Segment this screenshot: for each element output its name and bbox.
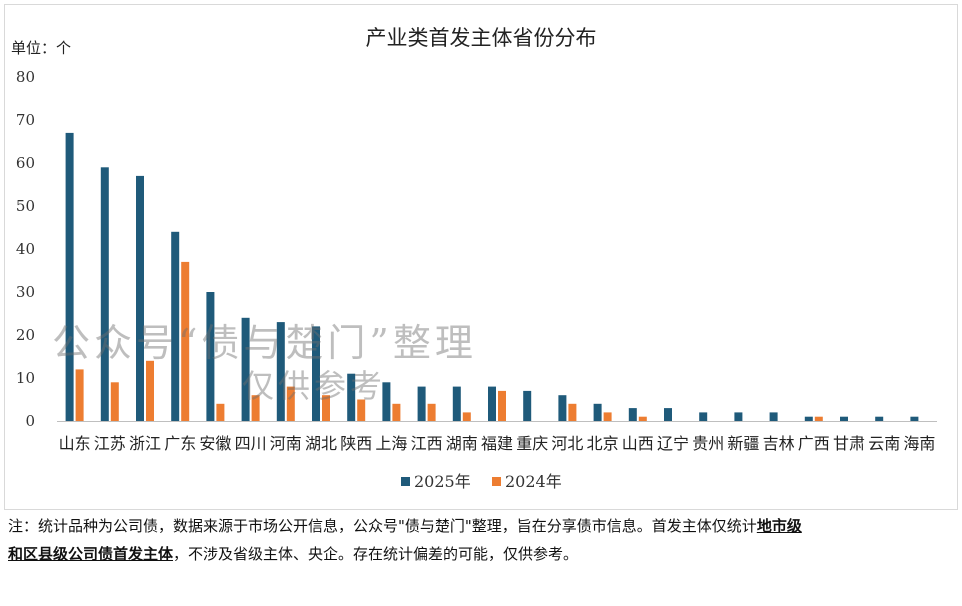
- bar-series1-山东: [65, 132, 74, 421]
- bar-series1-江西: [417, 386, 426, 421]
- bar-series1-贵州: [699, 412, 708, 421]
- bar-series1-湖北: [312, 326, 320, 421]
- bar-series1-广西: [804, 416, 813, 421]
- y-tick-label: 60: [16, 154, 35, 172]
- x-tick-label: 辽宁: [657, 434, 689, 453]
- y-tick-label: 80: [16, 68, 35, 86]
- x-tick-label: 山西: [622, 434, 654, 453]
- x-tick-label: 上海: [375, 434, 407, 453]
- bar-series1-辽宁: [664, 408, 672, 421]
- footnote-text-2: ，不涉及省级主体、央企。存在统计偏差的可能，仅供参考。: [173, 545, 579, 563]
- x-axis-labels: 山东 江苏 浙江 广东 安徽 四川 河南 湖北 陕西 上海 江西 湖南 福建 重庆 河北 北京 山西 辽宁 贵州 新疆…: [59, 434, 936, 453]
- x-tick-label: 湖南: [446, 434, 478, 453]
- footnote-text-1: 注：统计品种为公司债，数据来源于市场公开信息，公众号"债与楚门"整理，旨在分享债…: [8, 517, 757, 535]
- bar-series2-北京: [603, 412, 612, 421]
- bar-series1-吉林: [769, 412, 778, 421]
- bar-series1-陕西: [347, 373, 356, 421]
- footnote: 注：统计品种为公司债，数据来源于市场公开信息，公众号"债与楚门"整理，旨在分享债…: [8, 512, 808, 568]
- y-tick-label: 30: [16, 283, 35, 301]
- y-tick-label: 70: [16, 111, 35, 129]
- legend-label-2: 2024年: [505, 472, 562, 491]
- x-tick-label: 陕西: [340, 434, 372, 453]
- bar-series1-湖南: [452, 386, 461, 421]
- bar-series2-浙江: [146, 360, 154, 421]
- x-tick-label: 四川: [235, 434, 267, 453]
- bar-series2-上海: [392, 403, 401, 421]
- bar-series2-河南: [286, 386, 295, 421]
- bar-series1-四川: [241, 317, 250, 421]
- footnote-highlight: 地市级和区县级公司债首发主体: [8, 517, 802, 563]
- bar-series2-江西: [427, 403, 436, 421]
- bar-series2-广东: [181, 261, 190, 421]
- bar-series1-河南: [276, 322, 285, 421]
- bar-series2-广西: [814, 416, 823, 421]
- bars-group: [65, 132, 919, 421]
- bar-series1-北京: [593, 403, 602, 421]
- bar-series1-江苏: [100, 167, 109, 421]
- x-tick-label: 新疆: [727, 434, 759, 453]
- bar-series1-新疆: [734, 412, 743, 421]
- bar-series1-浙江: [136, 175, 144, 421]
- bar-series1-山西: [628, 408, 637, 421]
- x-tick-label: 安徽: [199, 434, 231, 453]
- x-tick-label: 江西: [411, 434, 443, 453]
- y-tick-label: 0: [25, 412, 35, 430]
- bar-series1-安徽: [206, 292, 215, 421]
- bar-series1-广东: [171, 231, 180, 421]
- x-tick-label: 贵州: [692, 434, 724, 453]
- x-tick-label: 江苏: [94, 434, 126, 453]
- x-tick-label: 福建: [481, 434, 513, 453]
- legend: 2025年 2024年: [401, 472, 562, 491]
- x-tick-label: 浙江: [129, 434, 161, 453]
- legend-swatch-2: [492, 477, 501, 486]
- legend-label-1: 2025年: [414, 472, 471, 491]
- bar-series1-重庆: [523, 390, 532, 421]
- x-tick-label: 甘肃: [833, 434, 865, 453]
- x-tick-label: 广东: [164, 434, 196, 453]
- bar-chart: 产业类首发主体省份分布 单位：个 0 10 20 30 40 50 60 70 80 山东 江苏浙…: [11, 26, 937, 491]
- x-tick-label: 河北: [551, 434, 583, 453]
- x-tick-label: 河南: [270, 434, 302, 453]
- bar-series2-河北: [568, 403, 577, 421]
- y-tick-label: 40: [16, 240, 35, 258]
- bar-series2-四川: [251, 395, 260, 421]
- y-axis-ticks: 0 10 20 30 40 50 60 70 80: [16, 68, 35, 430]
- bar-series1-云南: [875, 416, 884, 421]
- y-tick-label: 20: [16, 326, 35, 344]
- legend-swatch-1: [401, 477, 410, 486]
- y-tick-label: 10: [16, 369, 35, 387]
- x-tick-label: 广西: [798, 434, 830, 453]
- bar-series2-江苏: [110, 382, 119, 421]
- x-tick-label: 北京: [587, 434, 619, 453]
- x-tick-label: 海南: [903, 434, 935, 453]
- x-tick-label: 山东: [59, 434, 91, 453]
- x-tick-label: 湖北: [305, 434, 337, 453]
- unit-label: 单位：个: [11, 39, 71, 57]
- chart-frame: 产业类首发主体省份分布 单位：个 0 10 20 30 40 50 60 70 80 山东 江苏浙…: [4, 4, 958, 510]
- bar-series2-山东: [75, 369, 84, 421]
- bar-series1-河北: [558, 395, 567, 421]
- y-tick-label: 50: [16, 197, 35, 215]
- bar-series2-福建: [498, 390, 506, 421]
- bar-series1-福建: [488, 386, 496, 421]
- bar-series2-湖北: [322, 395, 330, 421]
- bar-series2-安徽: [216, 403, 225, 421]
- bar-series1-海南: [910, 416, 919, 421]
- chart-title: 产业类首发主体省份分布: [366, 26, 597, 50]
- x-tick-label: 重庆: [516, 434, 548, 453]
- bar-series2-湖南: [462, 412, 471, 421]
- bar-series1-上海: [382, 382, 391, 421]
- bar-series2-陕西: [357, 399, 366, 421]
- bar-series1-甘肃: [840, 416, 848, 421]
- x-tick-label: 云南: [868, 434, 900, 453]
- bar-series2-山西: [638, 416, 647, 421]
- x-tick-label: 吉林: [763, 434, 795, 453]
